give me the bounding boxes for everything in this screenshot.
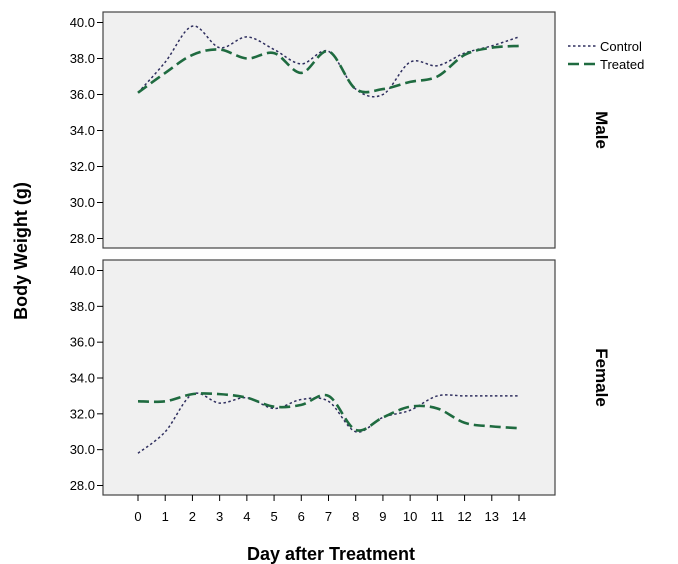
panel-label-female: Female bbox=[592, 348, 611, 407]
x-tick-label: 11 bbox=[431, 509, 445, 524]
series-line-control-female bbox=[137, 392, 519, 454]
y-tick-label: 40.0 bbox=[70, 15, 95, 30]
y-tick-label: 38.0 bbox=[70, 299, 95, 314]
x-tick-label: 6 bbox=[298, 509, 305, 524]
legend: Control Treated bbox=[568, 39, 644, 72]
panel-male: 28.0 30.0 32.0 34.0 36.0 38.0 40.0 Male bbox=[70, 11, 611, 249]
y-tick-label: 30.0 bbox=[70, 442, 95, 457]
panel-female: 28.0 30.0 32.0 34.0 36.0 38.0 40.0 Female bbox=[70, 259, 611, 496]
legend-control-label: Control bbox=[600, 39, 642, 54]
x-tick-label: 14 bbox=[512, 509, 526, 524]
y-tick-label: 34.0 bbox=[70, 123, 95, 138]
x-tick-label: 3 bbox=[216, 509, 223, 524]
x-tick-label: 10 bbox=[403, 509, 417, 524]
x-tick-label: 7 bbox=[325, 509, 332, 524]
x-tick-label: 1 bbox=[162, 509, 169, 524]
legend-treated-label: Treated bbox=[600, 57, 644, 72]
series-line-treated-male bbox=[137, 44, 520, 94]
y-tick-label: 28.0 bbox=[70, 231, 95, 246]
y-tick-label: 40.0 bbox=[70, 263, 95, 278]
panels: 28.0 30.0 32.0 34.0 36.0 38.0 40.0 Male 28.0 30.0… bbox=[70, 11, 611, 496]
x-axis-title: Day after Treatment bbox=[247, 544, 415, 564]
x-tick-label: 5 bbox=[270, 509, 277, 524]
x-tick-label: 13 bbox=[485, 509, 499, 524]
y-tick-label: 32.0 bbox=[70, 159, 95, 174]
x-tick-label: 0 bbox=[134, 509, 141, 524]
panel-label-male: Male bbox=[592, 111, 611, 149]
y-tick-label: 32.0 bbox=[70, 406, 95, 421]
x-tick-label: 12 bbox=[457, 509, 471, 524]
y-tick-label: 28.0 bbox=[70, 478, 95, 493]
y-tick-label: 36.0 bbox=[70, 87, 95, 102]
y-tick-label: 30.0 bbox=[70, 195, 95, 210]
x-axis: 0 1 2 3 4 5 6 7 8 9 10 11 12 13 14 bbox=[134, 495, 526, 524]
y-axis-title: Body Weight (g) bbox=[11, 182, 31, 320]
x-tick-label: 4 bbox=[243, 509, 250, 524]
series-line-treated-female bbox=[137, 392, 520, 432]
x-tick-label: 8 bbox=[352, 509, 359, 524]
panel-female-frame bbox=[102, 259, 556, 496]
x-tick-label: 2 bbox=[189, 509, 196, 524]
y-tick-label: 38.0 bbox=[70, 51, 95, 66]
series-line-control-male bbox=[137, 25, 520, 98]
y-tick-label: 34.0 bbox=[70, 371, 95, 386]
x-tick-label: 9 bbox=[379, 509, 386, 524]
y-tick-label: 36.0 bbox=[70, 335, 95, 350]
